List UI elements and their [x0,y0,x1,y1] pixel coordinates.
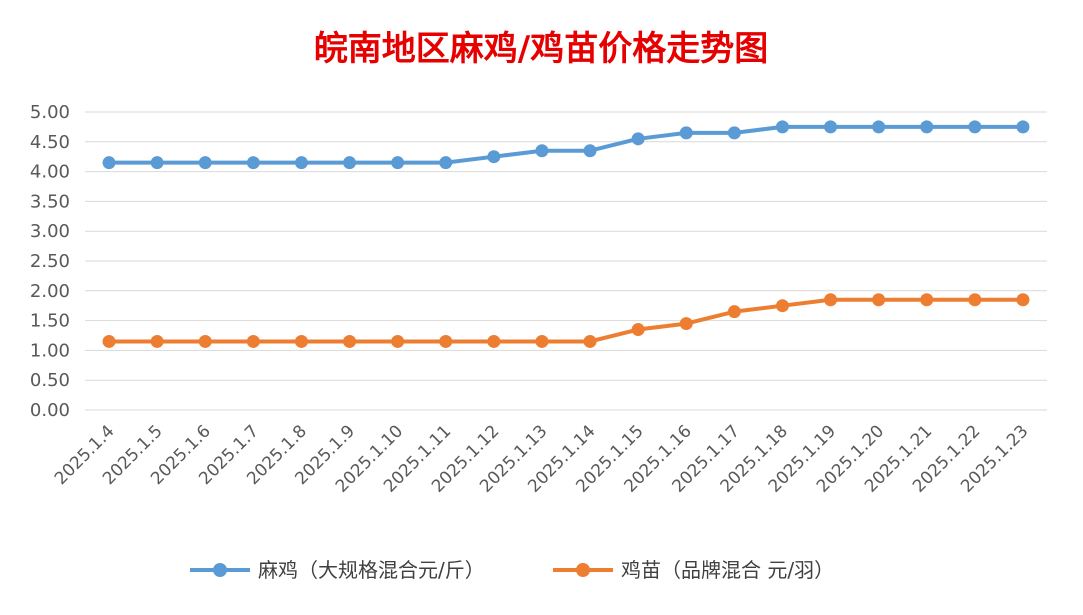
y-tick-label: 5.00 [30,102,70,123]
data-point [294,156,308,170]
data-point [727,305,741,319]
legend-label: 鸡苗（品牌混合 元/羽） [621,558,834,582]
data-point [631,132,645,146]
data-point [343,156,357,170]
legend-item: 麻鸡（大规格混合元/斤） [190,558,485,582]
data-point [391,334,405,348]
data-point [150,334,164,348]
data-point [343,334,357,348]
data-point [872,120,886,134]
y-tick-label: 1.50 [30,311,70,332]
series-1 [102,120,1030,170]
data-point [631,323,645,337]
data-point [920,120,934,134]
legend-marker [576,563,590,577]
data-point [824,293,838,307]
y-tick-label: 2.00 [30,281,70,302]
series-lines [102,120,1030,348]
data-point [775,120,789,134]
series-2 [102,293,1030,348]
data-point [150,156,164,170]
data-point [679,126,693,140]
data-point [487,334,501,348]
data-point [1016,293,1030,307]
legend-marker [213,563,227,577]
data-point [679,317,693,331]
data-point [487,150,501,164]
data-point [583,334,597,348]
data-point [535,334,549,348]
data-point [583,144,597,158]
data-point [968,293,982,307]
data-point [439,334,453,348]
y-tick-label: 1.00 [30,340,70,361]
y-tick-label: 4.50 [30,132,70,153]
y-tick-label: 4.00 [30,162,70,183]
legend: 麻鸡（大规格混合元/斤） 鸡苗（品牌混合 元/羽） [190,558,834,582]
data-point [535,144,549,158]
data-point [391,156,405,170]
data-point [1016,120,1030,134]
data-point [102,156,116,170]
data-point [198,156,212,170]
y-tick-label: 0.00 [30,400,70,421]
data-point [968,120,982,134]
gridlines [85,111,1047,411]
data-point [872,293,886,307]
data-point [294,334,308,348]
series-line [107,297,1025,344]
data-point [920,293,934,307]
data-point [439,156,453,170]
y-tick-label: 3.00 [30,221,70,242]
y-axis-ticks: 5.00 4.50 4.00 3.50 3.00 2.50 2.00 1.50 1.00 0.50… [30,102,70,421]
y-tick-label: 3.50 [30,191,70,212]
data-point [824,120,838,134]
legend-label: 麻鸡（大规格混合元/斤） [258,558,485,582]
series-line [107,124,1025,165]
data-point [102,334,116,348]
data-point [198,334,212,348]
chart-title: 皖南地区麻鸡/鸡苗价格走势图 [314,29,768,69]
legend-item: 鸡苗（品牌混合 元/羽） [553,558,834,582]
data-point [727,126,741,140]
y-tick-label: 0.50 [30,370,70,391]
data-point [246,334,260,348]
data-point [246,156,260,170]
data-point [775,299,789,313]
y-tick-label: 2.50 [30,251,70,272]
